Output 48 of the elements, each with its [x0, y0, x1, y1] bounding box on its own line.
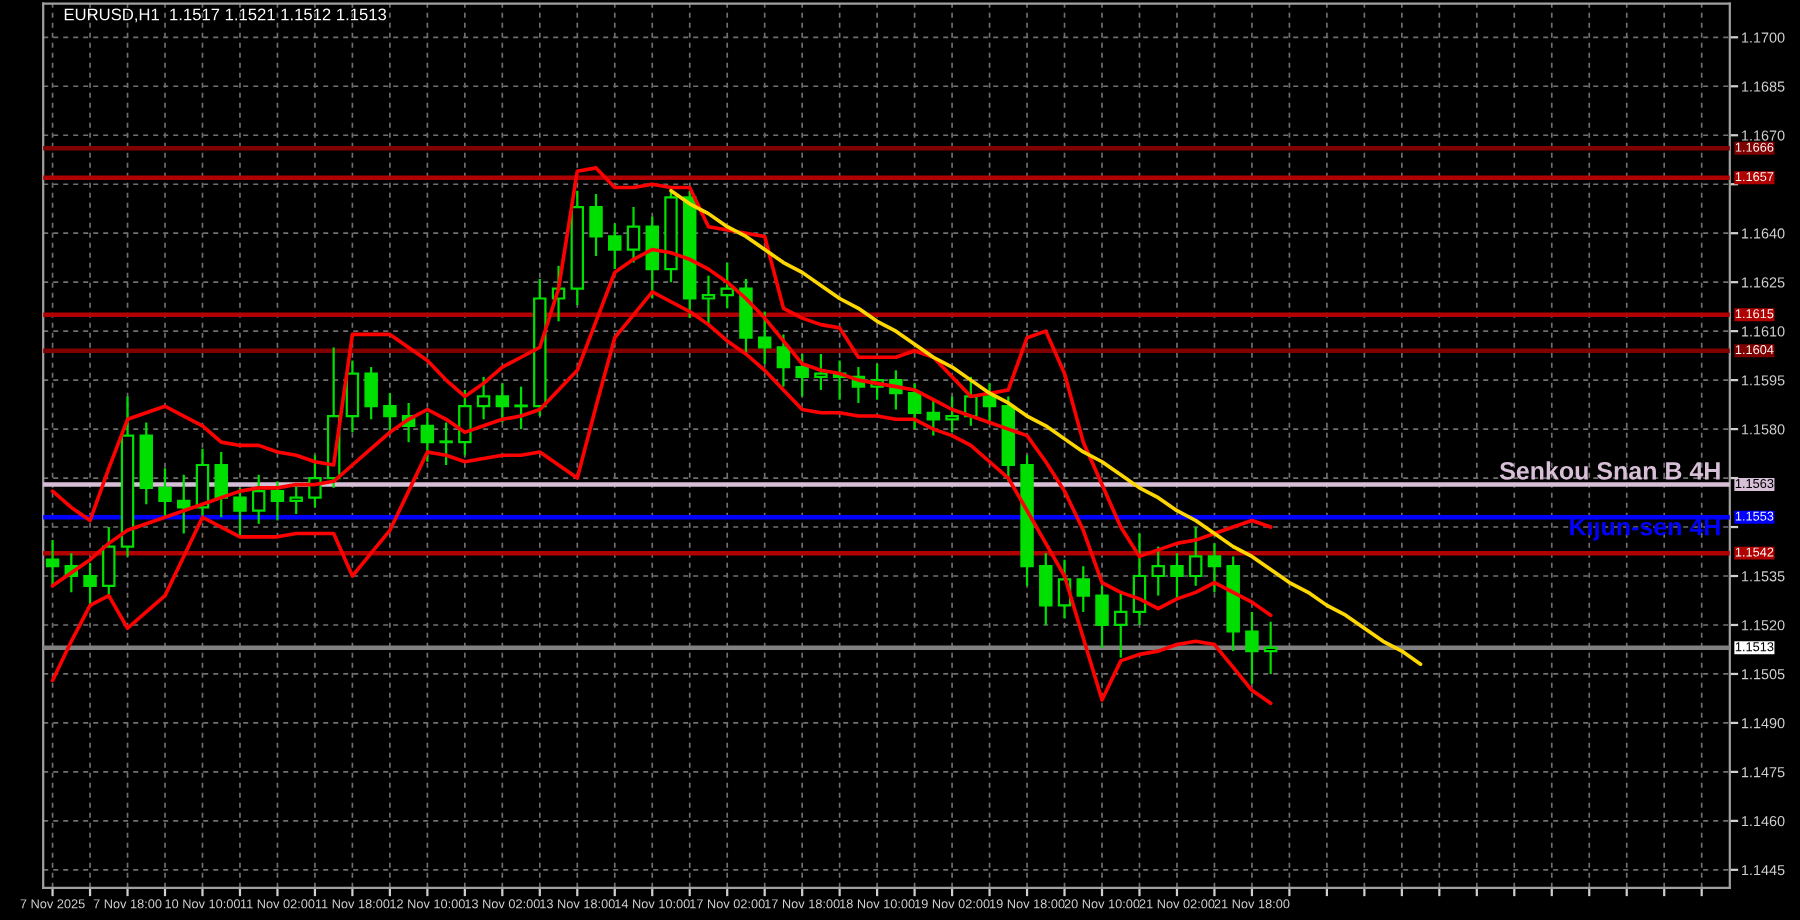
candlestick	[1245, 610, 1259, 685]
candlestick	[907, 382, 922, 431]
annotation: Senkou Snan B 4H	[1499, 461, 1720, 480]
annotation: Kijun-sen 4H	[1570, 517, 1720, 541]
candlestick	[195, 447, 210, 522]
candlestick	[945, 395, 959, 434]
line-series	[50, 166, 1273, 559]
candlestick	[514, 385, 528, 431]
candlestick	[458, 388, 472, 457]
candlestick	[1188, 525, 1203, 587]
candlestick	[233, 486, 247, 538]
candlestick	[1076, 565, 1090, 614]
candlestick	[926, 398, 941, 437]
candlestick	[814, 352, 828, 392]
line-series	[669, 188, 1423, 666]
chart-title: EURUSD,H1 1.1517 1.1521 1.1512 1.1513	[64, 8, 387, 23]
candlestick	[795, 352, 809, 398]
candlestick	[420, 411, 435, 463]
line-series	[50, 290, 1273, 706]
candlestick	[626, 205, 641, 264]
candlestick	[476, 375, 491, 421]
candlestick	[383, 392, 397, 434]
candlestick	[1114, 591, 1128, 659]
candlestick	[1039, 552, 1053, 627]
candlestick	[495, 382, 510, 424]
candlestick	[701, 274, 716, 326]
candlestick	[102, 525, 116, 597]
candlestick	[45, 538, 60, 587]
candlestick	[251, 473, 266, 525]
candlestick	[345, 359, 360, 434]
candlestick	[608, 222, 622, 271]
candlestick	[83, 561, 97, 607]
candlestick	[720, 261, 734, 310]
candlestick	[364, 365, 378, 421]
candlestick	[270, 480, 285, 522]
candlestick	[1151, 545, 1165, 597]
candlestick	[589, 192, 603, 258]
candlestick	[1170, 552, 1184, 600]
candlestick	[757, 310, 772, 365]
candlestick	[1207, 542, 1222, 594]
candlestick	[177, 473, 191, 535]
candlestick	[1263, 620, 1278, 676]
candlestick	[158, 467, 172, 519]
candlestick	[214, 450, 228, 519]
candlestick	[1095, 584, 1109, 649]
candlestick	[289, 483, 303, 516]
candlestick	[776, 333, 791, 388]
candlestick	[439, 421, 453, 467]
